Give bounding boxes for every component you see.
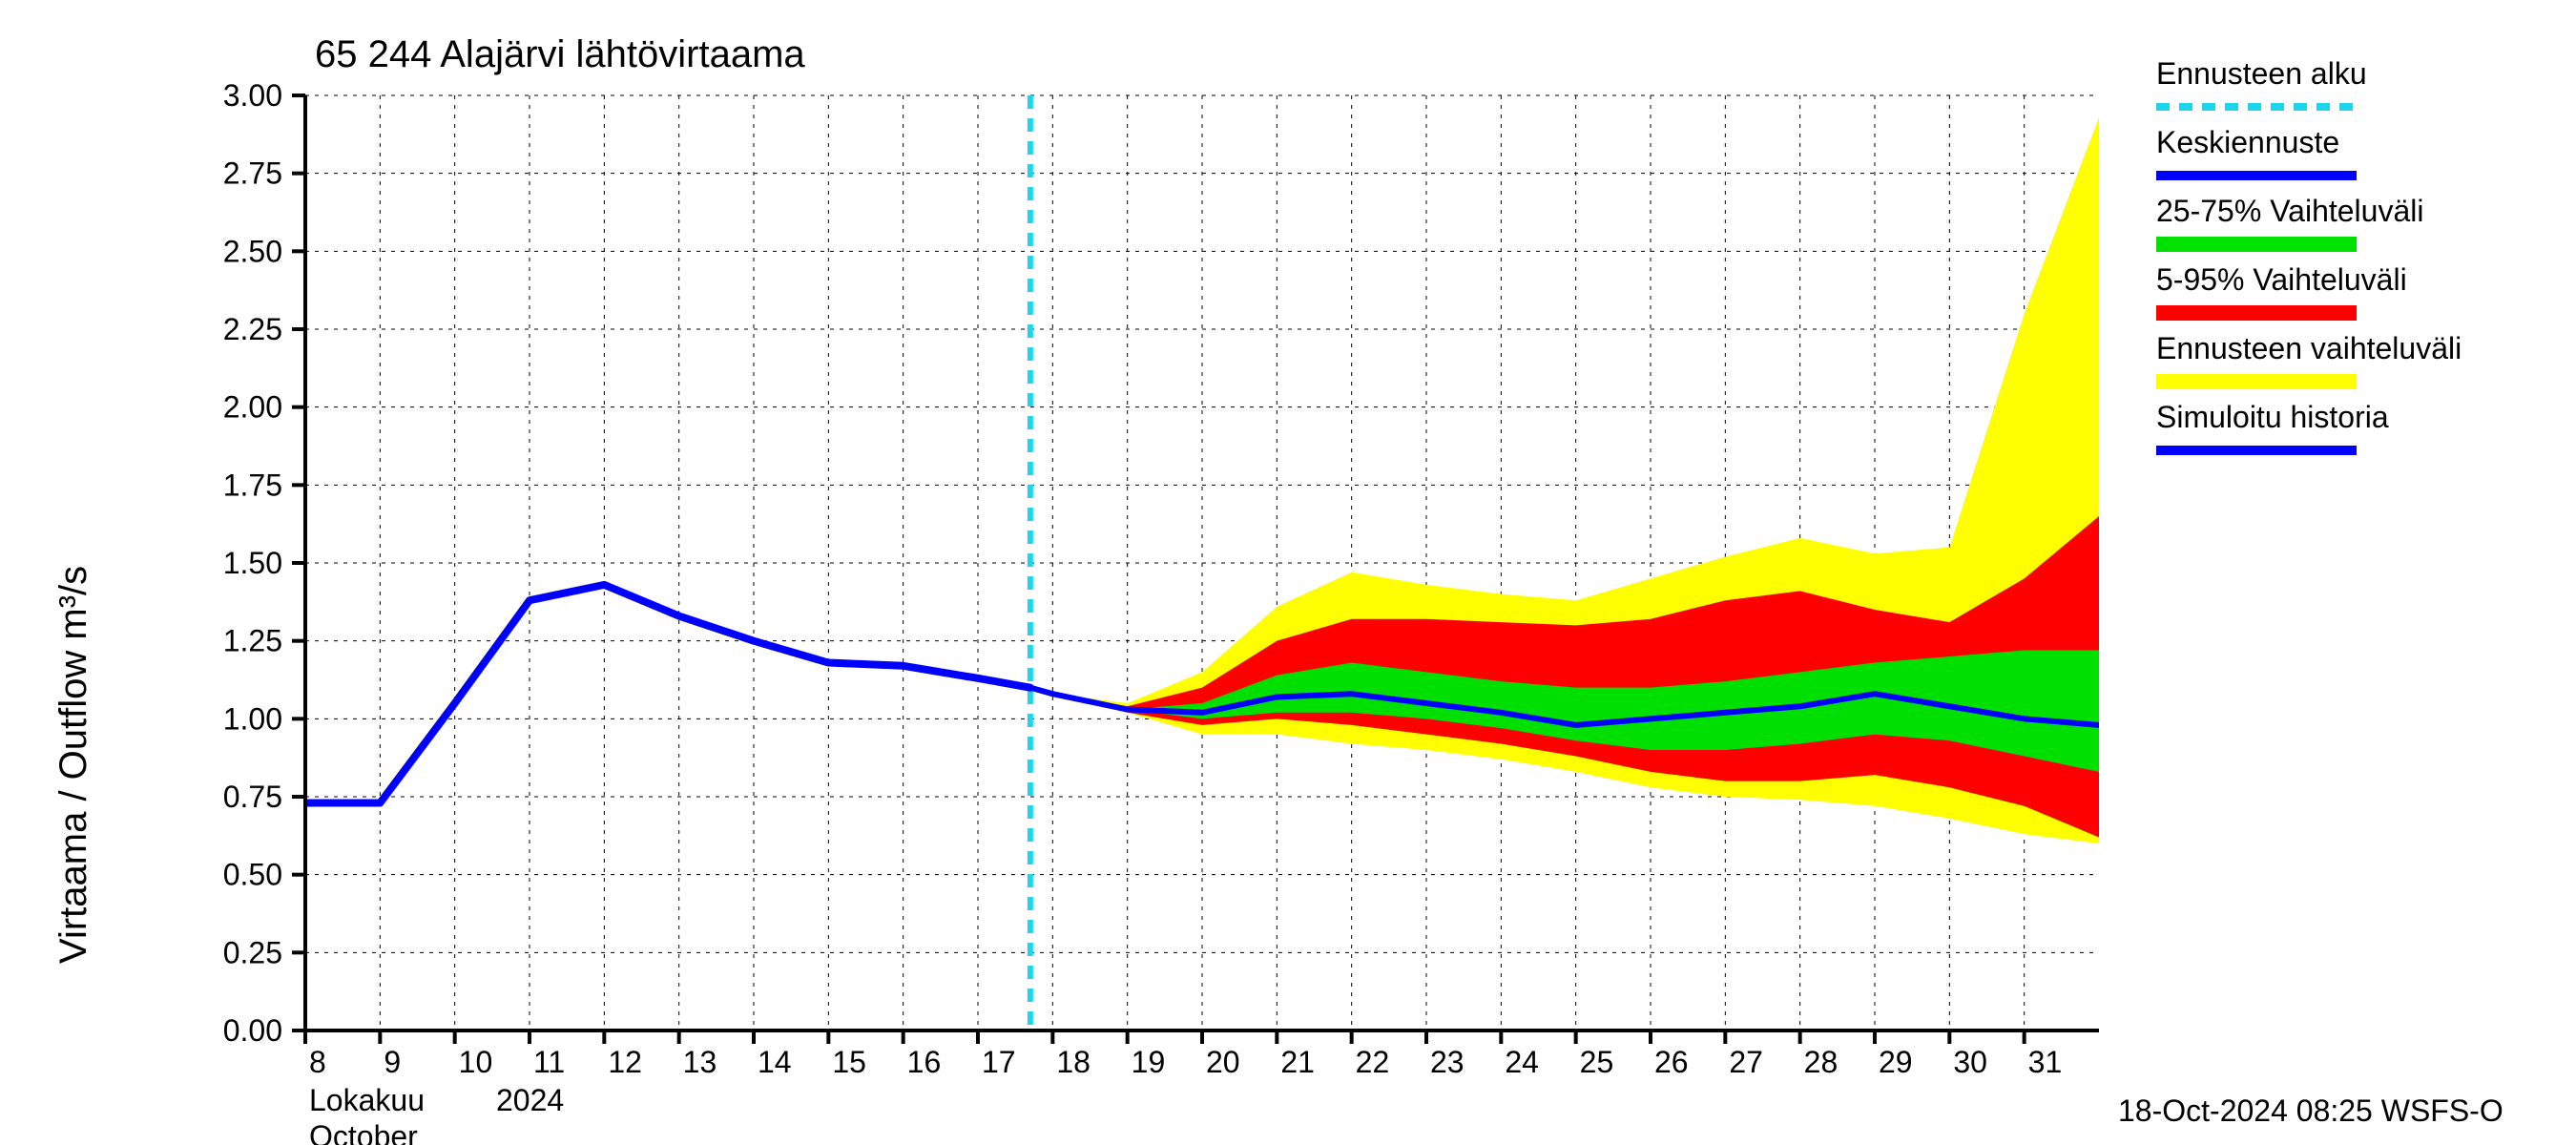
x-tick-label: 21 bbox=[1280, 1045, 1315, 1079]
history-line bbox=[305, 585, 1030, 803]
x-tick-label: 30 bbox=[1953, 1045, 1987, 1079]
x-tick-label: 17 bbox=[982, 1045, 1016, 1079]
y-tick-label: 2.50 bbox=[223, 234, 282, 268]
y-tick-label: 1.25 bbox=[223, 624, 282, 658]
x-tick-label: 12 bbox=[608, 1045, 642, 1079]
x-tick-label: 22 bbox=[1356, 1045, 1390, 1079]
chart-container: 0.00 0.25 0.50 0.75 1.00 1.25 1.50 1.75 2.00 2.25… bbox=[0, 0, 2576, 1145]
legend-label: Keskiennuste bbox=[2156, 125, 2339, 159]
y-tick-label: 0.50 bbox=[223, 858, 282, 892]
y-tick-label: 1.50 bbox=[223, 546, 282, 580]
y-tick-label: 0.75 bbox=[223, 780, 282, 814]
legend-label: Ennusteen vaihteluväli bbox=[2156, 331, 2462, 365]
legend-swatch bbox=[2156, 305, 2357, 321]
y-tick-label: 2.00 bbox=[223, 390, 282, 425]
x-tick-label: 19 bbox=[1132, 1045, 1166, 1079]
x-tick-label: 20 bbox=[1206, 1045, 1240, 1079]
x-tick-label: 31 bbox=[2028, 1045, 2063, 1079]
x-tick-label: 15 bbox=[832, 1045, 866, 1079]
legend-swatch bbox=[2156, 374, 2357, 389]
legend-label: Simuloitu historia bbox=[2156, 400, 2389, 434]
y-tick-label: 2.75 bbox=[223, 156, 282, 191]
y-tick-label: 0.25 bbox=[223, 935, 282, 969]
x-tick-label: 25 bbox=[1580, 1045, 1614, 1079]
chart-svg: 0.00 0.25 0.50 0.75 1.00 1.25 1.50 1.75 2.00 2.25… bbox=[0, 0, 2576, 1145]
x-tick-label: 11 bbox=[533, 1045, 565, 1079]
legend-label: 25-75% Vaihteluväli bbox=[2156, 194, 2423, 228]
legend-label: 5-95% Vaihteluväli bbox=[2156, 262, 2407, 297]
x-tick-label: 23 bbox=[1430, 1045, 1465, 1079]
legend-label: Ennusteen alku bbox=[2156, 56, 2367, 91]
x-tick-label: 29 bbox=[1879, 1045, 1913, 1079]
y-axis-label: Virtaama / Outflow m³/s bbox=[52, 566, 94, 964]
legend: Ennusteen alku Keskiennuste 25-75% Vaihtel… bbox=[2156, 56, 2462, 450]
x-tick-label: 24 bbox=[1505, 1045, 1539, 1079]
x-year: 2024 bbox=[496, 1083, 564, 1117]
x-month-en: October bbox=[309, 1119, 418, 1145]
legend-swatch bbox=[2156, 237, 2357, 252]
y-tick-label: 1.00 bbox=[223, 701, 282, 736]
x-tick-label: 13 bbox=[683, 1045, 717, 1079]
x-tick-label: 8 bbox=[309, 1045, 326, 1079]
x-tick-label: 9 bbox=[384, 1045, 401, 1079]
x-month-fi: Lokakuu bbox=[309, 1083, 425, 1117]
y-tick-label: 3.00 bbox=[223, 78, 282, 113]
x-tick-label: 16 bbox=[907, 1045, 942, 1079]
x-tick-label: 28 bbox=[1804, 1045, 1839, 1079]
x-tick-label: 10 bbox=[459, 1045, 493, 1079]
y-tick-label: 1.75 bbox=[223, 468, 282, 502]
x-tick-label: 27 bbox=[1729, 1045, 1763, 1079]
y-tick-label: 2.25 bbox=[223, 312, 282, 346]
x-tick-label: 14 bbox=[758, 1045, 792, 1079]
y-tick-label: 0.00 bbox=[223, 1013, 282, 1048]
footer-timestamp: 18-Oct-2024 08:25 WSFS-O bbox=[2118, 1093, 2503, 1128]
x-tick-label: 18 bbox=[1056, 1045, 1091, 1079]
chart-title: 65 244 Alajärvi lähtövirtaama bbox=[315, 33, 805, 75]
x-tick-label: 26 bbox=[1654, 1045, 1689, 1079]
